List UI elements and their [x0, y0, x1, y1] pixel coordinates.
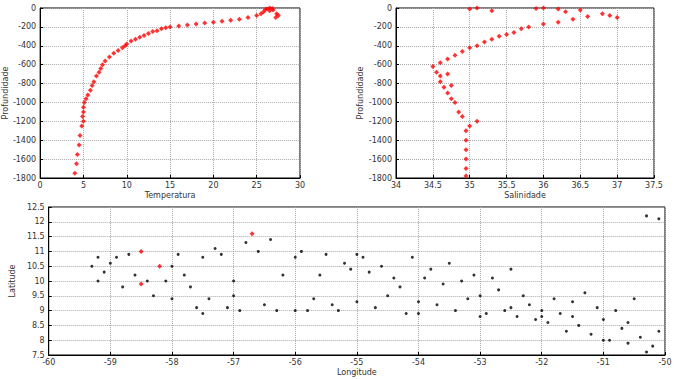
svg-text:-54: -54: [412, 358, 425, 367]
svg-text:0: 0: [38, 181, 43, 190]
svg-text:Profundidade: Profundidade: [356, 66, 365, 119]
svg-text:-53: -53: [474, 358, 487, 367]
svg-text:34: 34: [391, 181, 401, 190]
svg-text:-50: -50: [658, 358, 671, 367]
svg-text:30: 30: [295, 181, 305, 190]
svg-text:-1200: -1200: [13, 117, 36, 126]
svg-text:35.5: 35.5: [498, 181, 516, 190]
svg-text:-600: -600: [18, 60, 36, 69]
svg-text:-1200: -1200: [369, 117, 392, 126]
svg-text:12.5: 12.5: [27, 203, 45, 212]
svg-text:-51: -51: [597, 358, 610, 367]
svg-text:7.5: 7.5: [32, 350, 45, 360]
svg-text:-1000: -1000: [369, 98, 392, 107]
svg-text:-1800: -1800: [369, 174, 392, 183]
svg-text:-1800: -1800: [13, 174, 36, 183]
svg-text:Latitude: Latitude: [8, 264, 17, 297]
svg-text:10.5: 10.5: [27, 262, 45, 271]
svg-text:36.5: 36.5: [571, 181, 589, 190]
svg-text:11.5: 11.5: [27, 232, 45, 241]
svg-text:10: 10: [35, 277, 45, 286]
svg-text:-200: -200: [18, 22, 36, 31]
svg-text:35: 35: [465, 181, 475, 190]
svg-text:-55: -55: [350, 358, 363, 367]
svg-text:-52: -52: [535, 358, 548, 367]
svg-text:-56: -56: [289, 358, 302, 367]
svg-text:8: 8: [40, 336, 45, 345]
svg-text:-600: -600: [374, 60, 392, 69]
svg-text:-200: -200: [374, 22, 392, 31]
svg-text:-58: -58: [165, 358, 178, 367]
svg-text:36: 36: [538, 181, 548, 190]
svg-text:-1400: -1400: [13, 136, 36, 145]
svg-text:Longitude: Longitude: [337, 368, 377, 377]
svg-text:-57: -57: [227, 358, 240, 367]
svg-text:-800: -800: [374, 79, 392, 88]
svg-text:Salinidade: Salinidade: [504, 191, 546, 200]
svg-text:-59: -59: [104, 358, 117, 367]
svg-text:37: 37: [612, 181, 622, 190]
svg-text:Temperatura: Temperatura: [144, 191, 196, 200]
svg-text:-400: -400: [374, 41, 392, 50]
svg-text:-1600: -1600: [13, 155, 36, 164]
svg-text:9: 9: [40, 306, 45, 315]
svg-text:37.5: 37.5: [645, 181, 663, 190]
svg-text:25: 25: [252, 181, 262, 190]
svg-text:12: 12: [35, 217, 45, 226]
svg-text:10: 10: [122, 181, 132, 190]
svg-text:0: 0: [31, 4, 36, 13]
svg-text:5: 5: [81, 181, 86, 190]
svg-text:-1600: -1600: [369, 155, 392, 164]
svg-text:Profundidade: Profundidade: [1, 66, 10, 119]
svg-text:-1000: -1000: [13, 98, 36, 107]
svg-text:-60: -60: [42, 358, 55, 367]
svg-text:34.5: 34.5: [424, 181, 442, 190]
svg-text:-400: -400: [18, 41, 36, 50]
svg-text:-800: -800: [18, 79, 36, 88]
svg-text:-1400: -1400: [369, 136, 392, 145]
svg-text:15: 15: [165, 181, 175, 190]
svg-text:0: 0: [387, 4, 392, 13]
svg-text:9.5: 9.5: [32, 291, 45, 300]
svg-text:8.5: 8.5: [32, 321, 45, 330]
svg-text:11: 11: [35, 247, 45, 256]
svg-text:20: 20: [208, 181, 218, 190]
